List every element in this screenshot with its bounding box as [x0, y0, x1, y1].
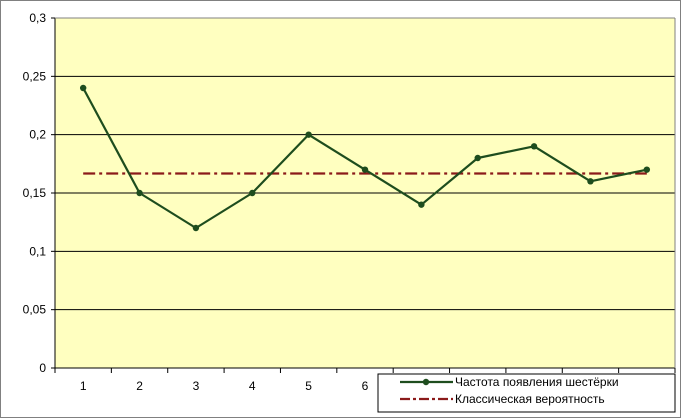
- data-point: [474, 154, 481, 162]
- legend-label-classical-probability: Классическая вероятность: [455, 392, 605, 406]
- y-tick-label: 0,15: [23, 186, 47, 200]
- legend: Частота появления шестёрки Классическая в…: [377, 373, 676, 413]
- legend-marker-frequency: [422, 378, 430, 386]
- data-point: [530, 143, 538, 150]
- y-tick-label: 0: [39, 361, 46, 375]
- data-point: [136, 189, 143, 197]
- x-tick-label: 1: [80, 379, 87, 393]
- data-point: [249, 189, 256, 197]
- y-tick-label: 0,1: [29, 244, 46, 258]
- data-point: [305, 131, 312, 138]
- x-tick-label: 4: [249, 379, 256, 393]
- y-tick-label: 0,3: [29, 11, 46, 25]
- x-tick-label: 3: [193, 379, 200, 393]
- data-point: [587, 178, 594, 185]
- data-point: [418, 201, 425, 208]
- data-point: [79, 84, 87, 92]
- y-tick-label: 0,25: [23, 69, 47, 83]
- data-point: [361, 166, 369, 173]
- x-tick-label: 6: [362, 379, 369, 393]
- legend-label-frequency: Частота появления шестёрки: [455, 375, 619, 389]
- series-layer: [79, 84, 651, 232]
- y-tick-label: 0,05: [23, 303, 47, 317]
- data-point: [643, 166, 651, 173]
- y-tick-label: 0,2: [29, 128, 46, 142]
- x-tick-label: 2: [136, 379, 143, 393]
- data-point: [192, 224, 200, 232]
- y-axis-tick-labels: 0 0,05 0,1 0,15 0,2 0,25 0,3: [23, 11, 55, 375]
- x-tick-label: 5: [305, 379, 312, 393]
